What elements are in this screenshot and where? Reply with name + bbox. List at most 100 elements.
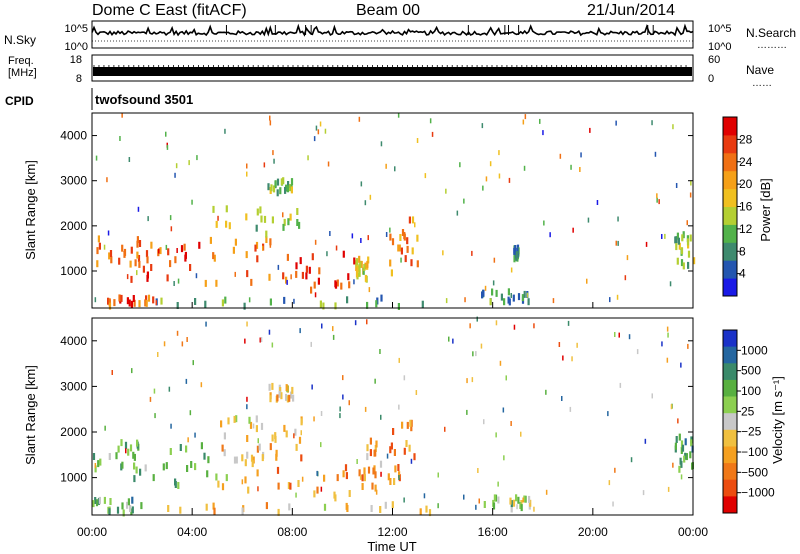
range-gate-cell bbox=[260, 215, 263, 223]
range-gate-cell bbox=[97, 235, 100, 243]
range-gate-cell bbox=[493, 257, 496, 263]
range-gate-cell bbox=[495, 432, 497, 438]
colorbar-swatch bbox=[723, 170, 737, 190]
range-gate-cell bbox=[471, 377, 474, 383]
range-gate-cell bbox=[421, 300, 424, 308]
range-gate-cell bbox=[642, 490, 645, 496]
range-gate-cell bbox=[203, 452, 206, 460]
range-gate-cell bbox=[305, 272, 308, 280]
range-gate-cell bbox=[315, 125, 318, 131]
range-gate-cell bbox=[246, 171, 248, 177]
range-gate-cell bbox=[224, 128, 226, 134]
range-gate-cell bbox=[159, 247, 162, 255]
range-gate-cell bbox=[397, 244, 400, 252]
range-gate-cell bbox=[533, 323, 535, 329]
range-gate-cell bbox=[393, 478, 396, 485]
range-gate-cell bbox=[273, 158, 275, 164]
range-gate-cell bbox=[129, 444, 133, 452]
range-gate-cell bbox=[355, 264, 358, 271]
range-gate-cell bbox=[145, 299, 148, 307]
range-gate-cell bbox=[251, 460, 254, 468]
range-gate-cell bbox=[516, 504, 518, 510]
range-gate-cell bbox=[108, 508, 111, 516]
range-gate-cell bbox=[244, 459, 247, 467]
colorbar-tick-label: 28 bbox=[739, 132, 753, 146]
range-gate-cell bbox=[678, 465, 681, 473]
range-gate-cell bbox=[523, 495, 526, 503]
colorbar-tick-label: 25 bbox=[741, 404, 755, 418]
range-gate-cell bbox=[280, 392, 283, 400]
range-gate-cell bbox=[145, 295, 148, 303]
range-gate-cell bbox=[146, 256, 149, 264]
range-gate-cell bbox=[403, 375, 406, 381]
range-gate-cell bbox=[416, 260, 419, 268]
range-gate-cell bbox=[96, 260, 99, 268]
range-gate-cell bbox=[335, 245, 338, 251]
range-gate-cell bbox=[618, 332, 620, 338]
range-gate-cell bbox=[612, 501, 614, 507]
range-gate-cell bbox=[270, 184, 273, 192]
range-gate-cell bbox=[95, 499, 99, 507]
range-gate-cell bbox=[256, 445, 259, 453]
range-gate-cell bbox=[651, 393, 653, 399]
range-gate-cell bbox=[259, 337, 261, 343]
range-gate-cell bbox=[300, 430, 302, 436]
velocity-ylabel: Slant Range [km] bbox=[23, 365, 38, 465]
range-gate-cell bbox=[374, 378, 376, 384]
range-gate-cell bbox=[369, 449, 372, 457]
range-gate-cell bbox=[693, 257, 696, 265]
range-gate-cell bbox=[257, 486, 259, 492]
range-gate-cell bbox=[416, 234, 419, 242]
range-gate-cell bbox=[522, 497, 524, 503]
range-gate-cell bbox=[136, 251, 139, 259]
range-gate-cell bbox=[129, 260, 132, 268]
colorbar-swatch bbox=[723, 278, 737, 297]
cpid-value: twofsound 3501 bbox=[95, 92, 193, 107]
range-gate-cell bbox=[323, 474, 326, 482]
range-gate-cell bbox=[375, 440, 378, 448]
range-gate-cell bbox=[362, 267, 365, 275]
range-gate-cell bbox=[387, 473, 390, 481]
range-gate-cell bbox=[194, 463, 197, 471]
range-gate-cell bbox=[313, 136, 316, 142]
range-gate-cell bbox=[570, 164, 572, 170]
range-gate-cell bbox=[497, 481, 499, 487]
range-gate-cell bbox=[165, 462, 168, 470]
range-gate-cell bbox=[478, 498, 480, 504]
range-gate-cell bbox=[510, 421, 512, 426]
range-gate-cell bbox=[346, 296, 349, 304]
range-gate-cell bbox=[389, 233, 392, 241]
range-gate-cell bbox=[276, 189, 279, 197]
range-gate-cell bbox=[626, 255, 629, 261]
range-gate-cell bbox=[268, 383, 271, 391]
range-gate-cell bbox=[529, 499, 532, 507]
range-gate-cell bbox=[307, 155, 309, 161]
range-gate-cell bbox=[186, 465, 189, 472]
range-gate-cell bbox=[630, 457, 633, 463]
range-gate-cell bbox=[466, 378, 468, 384]
range-gate-cell bbox=[464, 297, 466, 303]
colorbar-swatch bbox=[723, 363, 737, 381]
range-gate-cell bbox=[129, 505, 132, 512]
range-gate-cell bbox=[356, 459, 358, 464]
range-gate-cell bbox=[130, 508, 133, 516]
range-gate-cell bbox=[489, 298, 492, 306]
range-gate-cell bbox=[160, 297, 163, 305]
power-colorbar-label: Power [dB] bbox=[758, 178, 773, 242]
range-gate-cell bbox=[179, 444, 182, 451]
range-gate-cell bbox=[288, 503, 291, 511]
range-gate-cell bbox=[425, 505, 428, 513]
range-gate-cell bbox=[215, 473, 218, 481]
range-gate-cell bbox=[217, 215, 219, 221]
range-gate-cell bbox=[196, 155, 198, 161]
colorbar-swatch bbox=[723, 188, 737, 207]
colorbar-tick-label: 12 bbox=[739, 222, 753, 236]
range-gate-cell bbox=[406, 237, 409, 245]
range-gate-cell bbox=[269, 115, 271, 121]
range-gate-cell bbox=[628, 334, 631, 340]
range-gate-cell bbox=[299, 328, 301, 334]
range-gate-cell bbox=[359, 474, 362, 480]
range-gate-cell bbox=[498, 173, 501, 179]
range-gate-cell bbox=[290, 186, 293, 194]
noise-tick-bottom-right: 10^0 bbox=[708, 41, 732, 53]
